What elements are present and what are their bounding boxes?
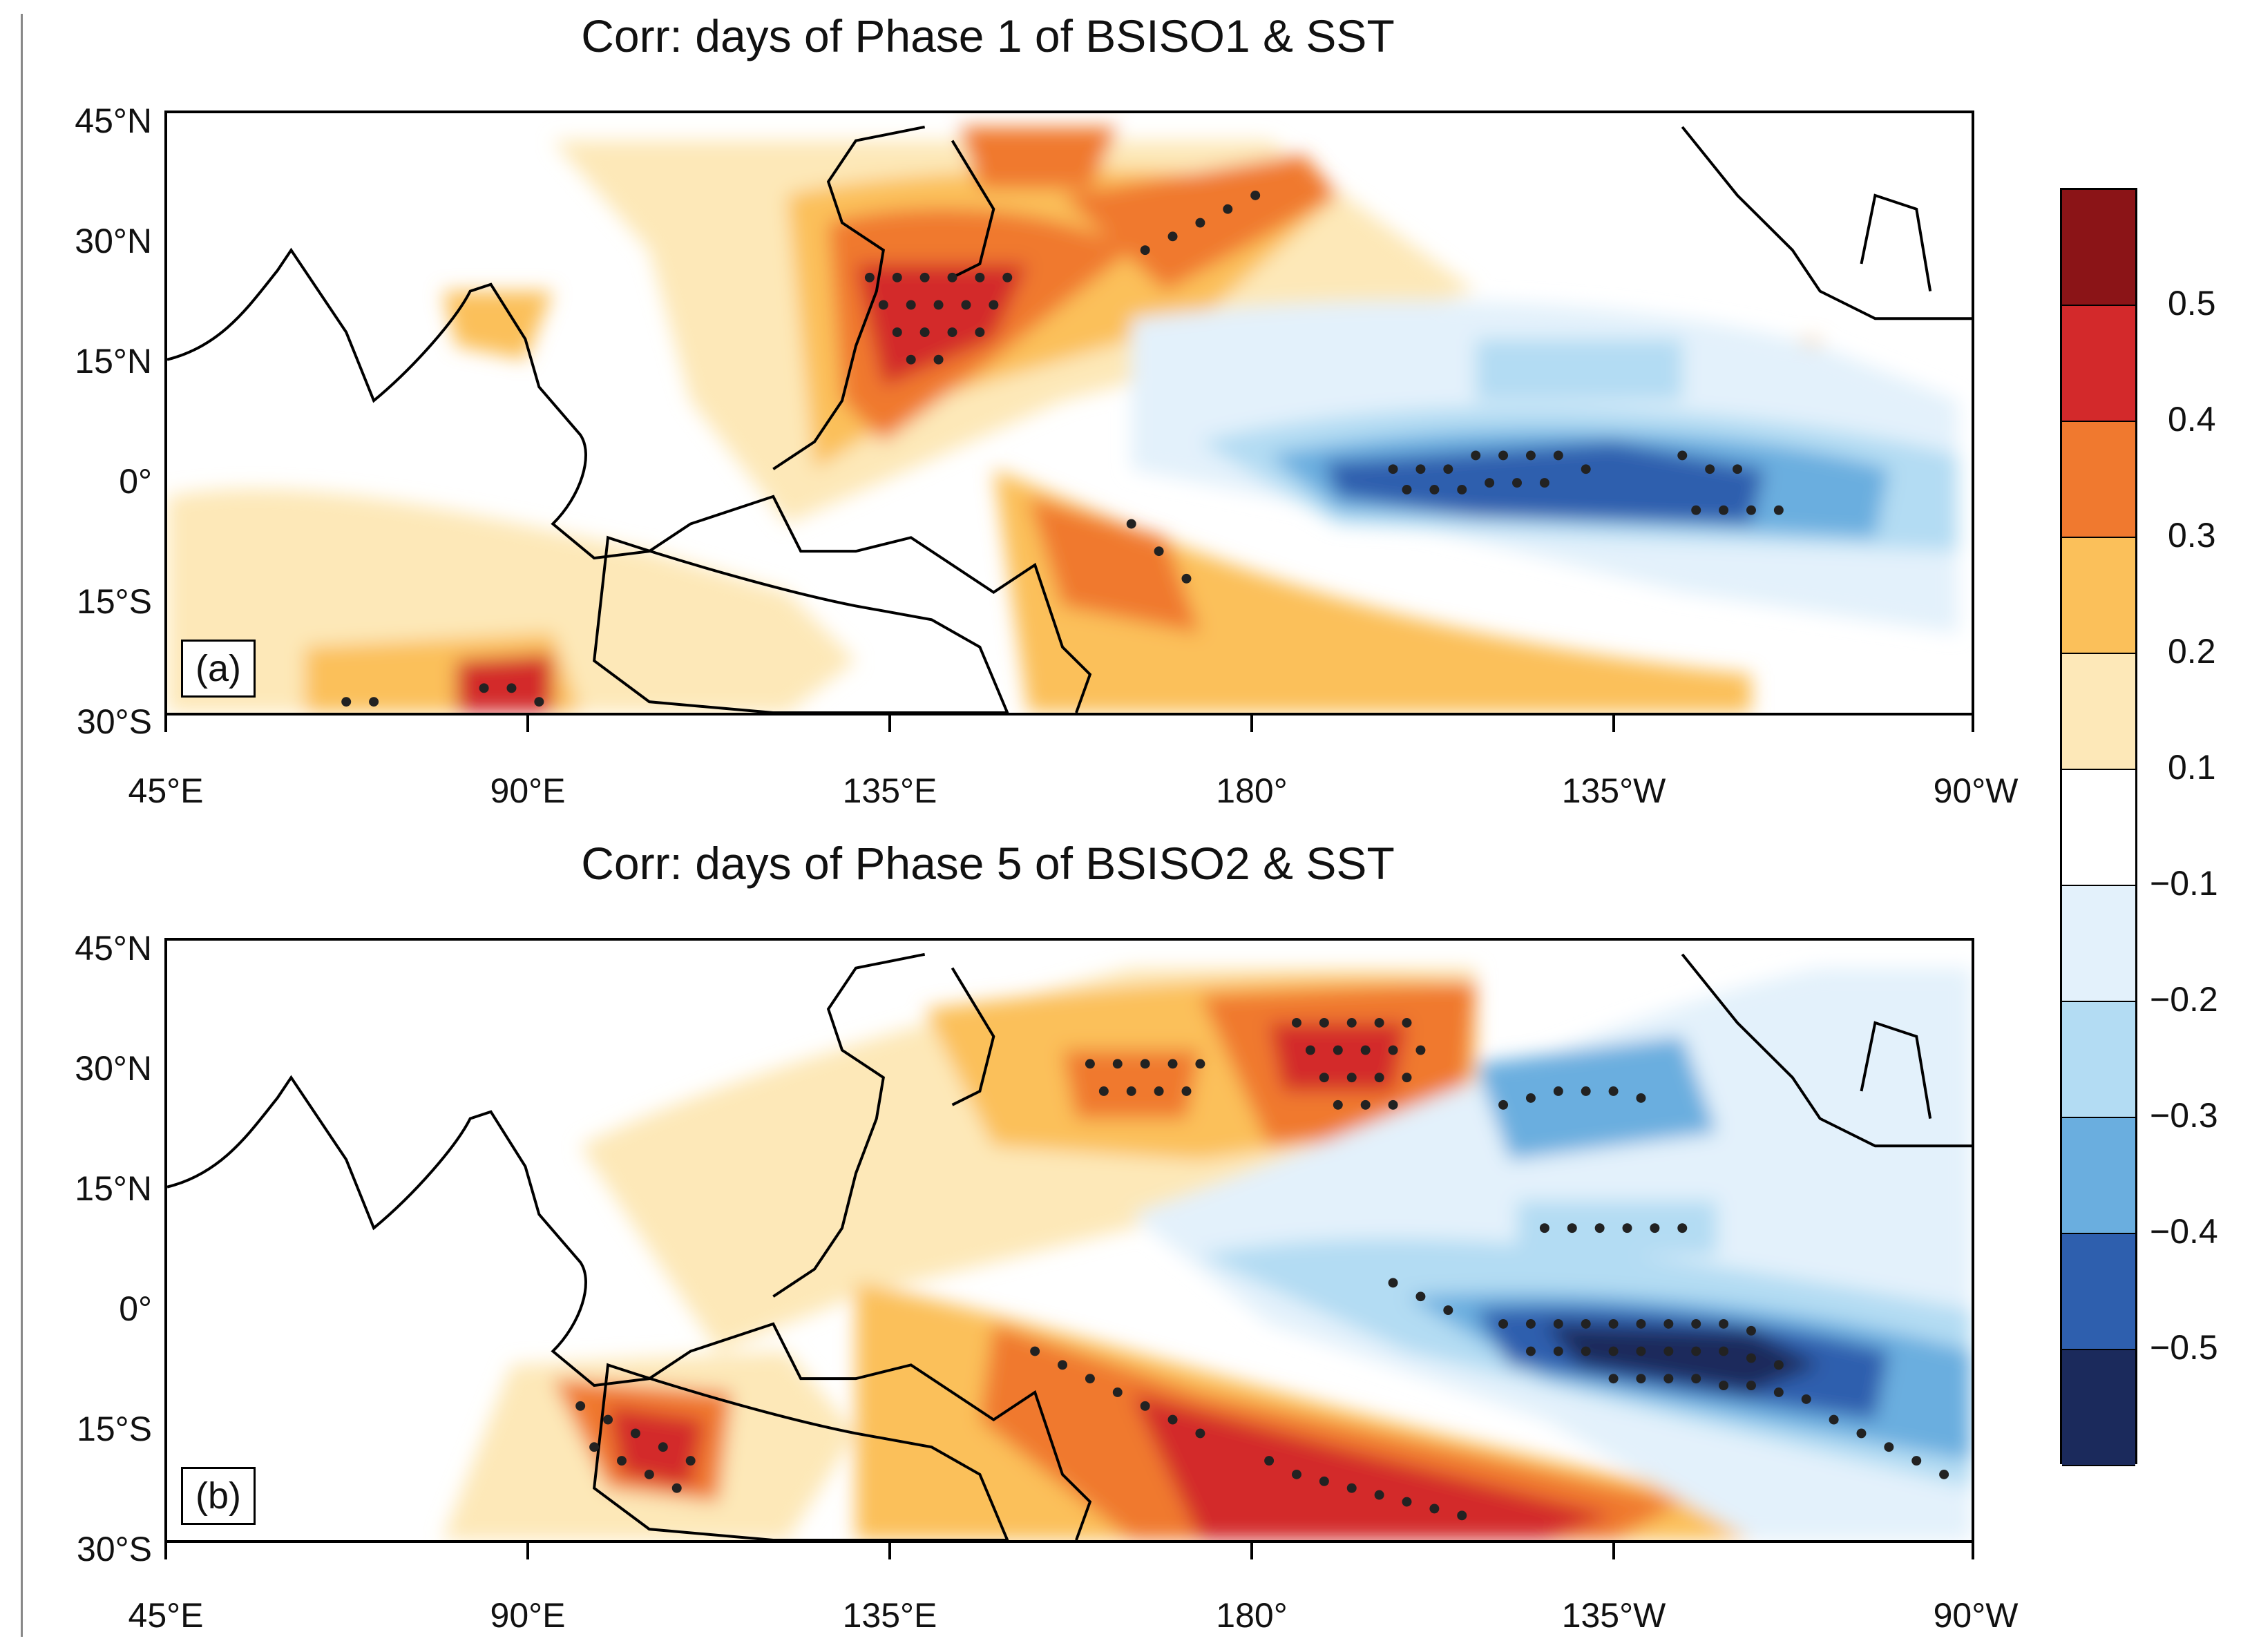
panel-b-label: (b) (181, 1467, 256, 1525)
panel-b-map: (b) (164, 938, 1974, 1543)
lat-label: 15°N (75, 342, 152, 381)
lon-tick (164, 715, 167, 732)
colorbar-tick-label: −0.1 (2150, 864, 2218, 903)
lon-tick (888, 1543, 891, 1559)
colorbar-tick-label: −0.4 (2150, 1212, 2218, 1251)
panel-b-significance-stipple (575, 1017, 1949, 1521)
lon-tick (888, 715, 891, 732)
lon-label: 90°W (1933, 1596, 2019, 1635)
colorbar-segment (2062, 1002, 2135, 1118)
lon-label: 180° (1216, 1596, 1288, 1635)
lon-label: 135°W (1561, 771, 1666, 810)
panel-a-significance-stipple (341, 190, 1784, 707)
lat-label: 45°N (75, 929, 152, 968)
colorbar-segment (2062, 538, 2135, 654)
panel-b-title: Corr: days of Phase 5 of BSISO2 & SST (581, 838, 1395, 889)
lat-label: 30°N (75, 222, 152, 260)
lat-label: 0° (119, 462, 152, 501)
panel-a-title: Corr: days of Phase 1 of BSISO1 & SST (581, 10, 1395, 61)
colorbar-segment (2062, 1234, 2135, 1350)
lat-label: 30°S (77, 702, 152, 741)
lon-tick (526, 1543, 529, 1559)
lon-label: 90°E (490, 1596, 566, 1635)
lon-tick (1612, 715, 1615, 732)
colorbar-segment (2062, 1118, 2135, 1234)
colorbar-tick-label: 0.5 (2168, 284, 2216, 323)
colorbar-tick-label: 0.1 (2168, 748, 2216, 787)
colorbar-segment (2062, 770, 2135, 886)
colorbar (2060, 188, 2137, 1466)
panel-a-coastlines (167, 125, 1972, 713)
lon-tick (164, 1543, 167, 1559)
colorbar-tick-label: −0.5 (2150, 1328, 2218, 1367)
colorbar-segment (2062, 190, 2135, 306)
colorbar-tick-label: −0.3 (2150, 1096, 2218, 1135)
lat-label: 15°S (77, 582, 152, 621)
lat-label: 15°S (77, 1410, 152, 1448)
panel-a-map: (a) (164, 111, 1974, 715)
lon-label: 135°W (1561, 1596, 1666, 1635)
lon-tick (526, 715, 529, 732)
lat-label: 0° (119, 1289, 152, 1328)
colorbar-segment (2062, 654, 2135, 770)
lon-tick (1250, 715, 1253, 732)
lon-tick (1972, 715, 1974, 732)
lat-label: 30°S (77, 1530, 152, 1568)
lon-label: 45°E (128, 771, 204, 810)
lon-label: 45°E (128, 1596, 204, 1635)
panel-b-coastlines (167, 952, 1972, 1540)
colorbar-tick-label: 0.3 (2168, 516, 2216, 555)
lon-tick (1612, 1543, 1615, 1559)
colorbar-tick-label: 0.4 (2168, 400, 2216, 439)
lon-tick (1972, 1543, 1974, 1559)
colorbar-segment (2062, 422, 2135, 538)
lon-label: 90°E (490, 771, 566, 810)
panel-b-correlation-field (167, 952, 1972, 1540)
lat-label: 45°N (75, 102, 152, 140)
lat-label: 15°N (75, 1169, 152, 1208)
lat-label: 30°N (75, 1049, 152, 1088)
figure-border-line (21, 14, 23, 1637)
lon-label: 135°E (842, 771, 937, 810)
colorbar-segment (2062, 1350, 2135, 1466)
colorbar-tick-label: −0.2 (2150, 980, 2218, 1019)
colorbar-segment (2062, 886, 2135, 1002)
lon-label: 90°W (1933, 771, 2019, 810)
panel-a-label: (a) (181, 640, 256, 698)
panel-a-correlation-field (167, 125, 1972, 713)
lon-label: 135°E (842, 1596, 937, 1635)
lon-label: 180° (1216, 771, 1288, 810)
lon-tick (1250, 1543, 1253, 1559)
colorbar-segment (2062, 306, 2135, 422)
colorbar-tick-label: 0.2 (2168, 632, 2216, 671)
